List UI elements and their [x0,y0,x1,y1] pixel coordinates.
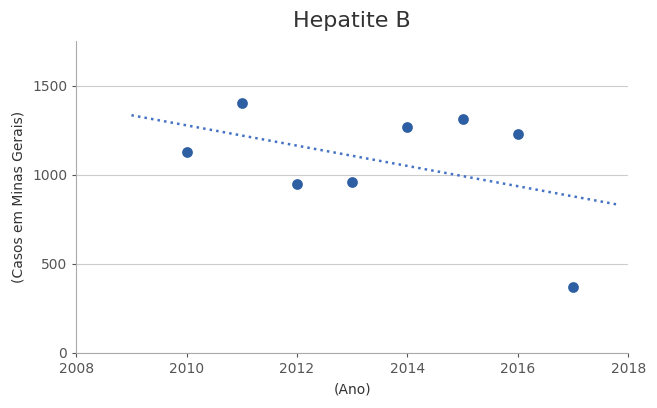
Point [237,100,247,106]
Point [512,131,523,137]
Point [181,148,192,155]
X-axis label: (Ano): (Ano) [333,383,371,397]
Point [347,179,357,185]
Title: Hepatite B: Hepatite B [294,11,411,31]
Y-axis label: (Casos em Minas Gerais): (Casos em Minas Gerais) [11,111,25,283]
Point [292,180,302,187]
Point [402,123,413,130]
Point [568,284,578,290]
Point [457,116,468,123]
